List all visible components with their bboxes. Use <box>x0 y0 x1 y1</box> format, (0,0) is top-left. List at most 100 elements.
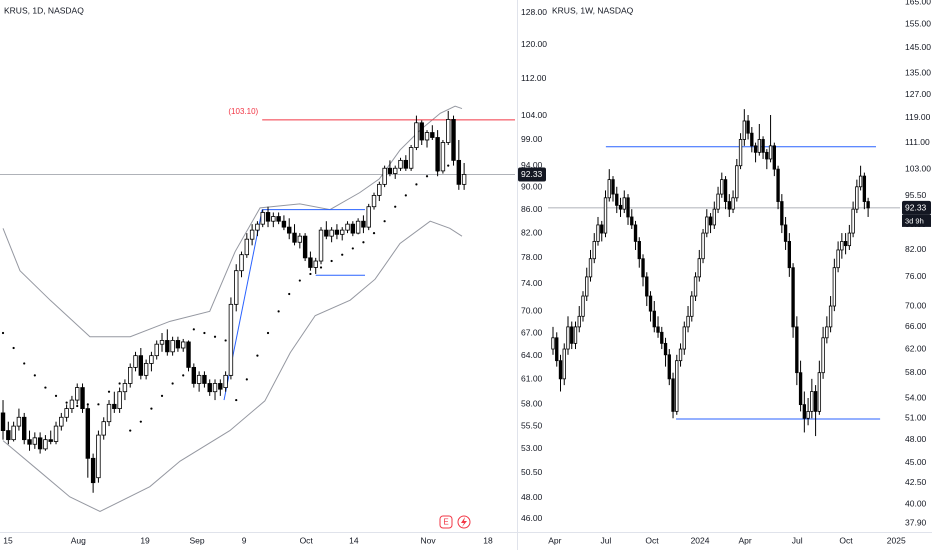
sar-dot <box>319 266 323 269</box>
candle-body <box>138 355 144 376</box>
candle-body <box>630 216 634 226</box>
candle-body <box>0 412 6 431</box>
candle-body <box>671 378 675 412</box>
countdown-tag <box>902 214 931 227</box>
y-tick-label: 37.90 <box>905 518 927 528</box>
candle-body <box>600 224 604 234</box>
y-tick-label: 104.00 <box>521 110 547 120</box>
candle-body <box>690 295 694 317</box>
candle-body <box>585 276 589 297</box>
sar-dot <box>192 328 195 331</box>
candle-body <box>27 439 32 445</box>
candle-body <box>340 229 345 235</box>
candle-body <box>637 241 641 260</box>
y-tick-label: 119.00 <box>905 112 931 122</box>
candle-body <box>80 387 85 410</box>
candle-body <box>59 416 64 427</box>
candle-body <box>234 270 239 305</box>
candle-body <box>48 439 53 442</box>
candle-body <box>840 241 844 251</box>
candle-body <box>75 387 80 401</box>
candle-body <box>712 208 716 226</box>
sar-dot <box>447 164 450 167</box>
candle-body <box>862 175 867 202</box>
candle-body <box>783 224 788 242</box>
sar-dot <box>266 331 270 335</box>
candle-body <box>334 229 340 235</box>
x-tick-label: Aug <box>71 535 86 545</box>
y-tick-label: 99.00 <box>521 134 543 144</box>
candle-body <box>723 179 728 202</box>
candle-body <box>239 254 244 272</box>
candle-body <box>581 295 585 317</box>
candle-body <box>329 229 334 237</box>
sar-dot <box>245 378 248 381</box>
candle-body <box>85 408 91 459</box>
candle-body <box>37 437 43 450</box>
x-tick-label: Apr <box>548 535 561 545</box>
candle-body <box>408 147 414 169</box>
candle-body <box>562 348 566 380</box>
candle-body <box>618 204 623 210</box>
candle-body <box>260 212 265 225</box>
candle-body <box>738 139 743 167</box>
sar-dot <box>33 374 36 377</box>
sar-dot <box>404 194 407 197</box>
candle-body <box>287 226 292 234</box>
sar-dot <box>182 374 185 377</box>
candle-body <box>705 216 709 234</box>
candle-body <box>663 342 668 356</box>
candle-body <box>798 372 803 406</box>
chart-title: KRUS, 1D, NASDAQ <box>4 5 84 15</box>
sar-dot <box>139 420 142 423</box>
candle-body <box>611 179 615 195</box>
candle-body <box>414 122 419 148</box>
y-tick-label: 64.00 <box>521 350 543 360</box>
candle-body <box>32 437 38 445</box>
sar-dot <box>224 339 227 342</box>
sar-dot <box>129 429 132 432</box>
candle-body <box>847 232 852 247</box>
candle-body <box>832 267 837 307</box>
y-tick-label: 78.00 <box>521 252 543 262</box>
y-tick-label: 127.00 <box>905 89 931 99</box>
sar-dot <box>107 390 111 393</box>
candle-body <box>817 372 822 412</box>
sar-dot <box>23 362 26 365</box>
candle-body <box>122 383 128 393</box>
candle-body <box>318 229 324 262</box>
candle-body <box>626 197 630 218</box>
sar-dot <box>213 335 217 338</box>
candle-body <box>393 167 398 174</box>
candle-body <box>697 258 701 278</box>
chart-title: KRUS, 1W, NASDAQ <box>552 5 634 15</box>
candle-body <box>772 145 777 170</box>
candle-body <box>43 439 48 450</box>
y-tick-label: 82.00 <box>905 244 927 254</box>
y-tick-label: 128.00 <box>521 7 547 17</box>
candle-body <box>143 363 149 376</box>
price-tag-label: 92.33 <box>521 169 543 179</box>
candle-body <box>170 340 175 353</box>
sar-dot <box>362 241 365 244</box>
candle-body <box>361 220 366 228</box>
candle-body <box>761 139 765 153</box>
y-tick-label: 51.00 <box>905 413 927 423</box>
y-tick-label: 145.00 <box>905 42 931 52</box>
sar-dot <box>351 247 354 250</box>
y-tick-label: 53.00 <box>521 443 543 453</box>
candle-body <box>398 159 403 169</box>
sar-dot <box>1 331 5 335</box>
candle-body <box>165 340 170 353</box>
price-tag-label: 92.33 <box>905 203 927 213</box>
y-tick-label: 67.00 <box>521 327 543 337</box>
candle-body <box>821 337 825 374</box>
candle-body <box>419 122 424 141</box>
candle-body <box>851 208 855 234</box>
candle-body <box>451 119 456 161</box>
candle-body <box>223 374 228 388</box>
y-tick-label: 74.00 <box>521 278 543 288</box>
candle-body <box>456 159 462 185</box>
